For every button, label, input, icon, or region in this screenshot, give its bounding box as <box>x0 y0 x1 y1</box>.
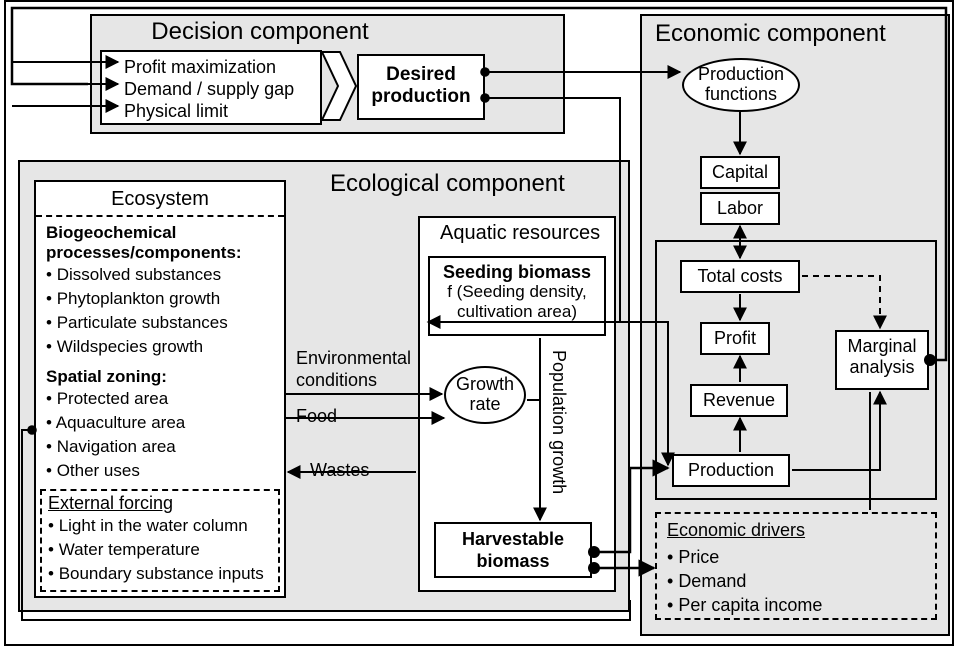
ext-2: Boundary substance inputs <box>48 562 272 586</box>
ecosystem-box: Ecosystem Biogeochemical processes/compo… <box>34 180 286 598</box>
marginal-l1: Marginal <box>845 336 919 357</box>
ecosystem-header: Ecosystem <box>46 188 274 211</box>
prodfunc-l2: functions <box>684 84 798 104</box>
ecological-title: Ecological component <box>330 170 565 198</box>
desired-l2: production <box>359 86 483 108</box>
desired-l1: Desired <box>359 64 483 86</box>
marginal-l2: analysis <box>845 357 919 378</box>
decision-input-1: Demand / supply gap <box>124 78 314 100</box>
external-hdr: External forcing <box>48 493 272 514</box>
bio-0: Dissolved substances <box>46 263 274 287</box>
revenue-box: Revenue <box>690 384 788 417</box>
seeding-l1: Seeding biomass <box>434 262 600 282</box>
bio-3: Wildspecies growth <box>46 335 274 359</box>
spatial-3: Other uses <box>46 459 274 483</box>
desired-production-box: Desired production <box>357 54 485 120</box>
aquatic-title: Aquatic resources <box>440 222 600 245</box>
harvest-l2: biomass <box>436 550 590 572</box>
population-growth-label: Population growth <box>548 350 569 494</box>
production-box: Production <box>672 454 790 487</box>
spatial-0: Protected area <box>46 387 274 411</box>
env-l1: Environmental <box>296 348 411 369</box>
ext-0: Light in the water column <box>48 514 272 538</box>
decision-inputs-box: Profit maximization Demand / supply gap … <box>100 50 322 125</box>
dash-divider <box>36 215 284 217</box>
spatial-1: Aquaculture area <box>46 411 274 435</box>
harvest-l1: Harvestable <box>436 528 590 550</box>
harvestable-biomass-box: Harvestable biomass <box>434 522 592 578</box>
bio-hdr-l2: processes/components: <box>46 243 274 263</box>
drivers-header: Economic drivers <box>667 520 925 541</box>
prodfunc-l1: Production <box>684 64 798 84</box>
external-forcing-box: External forcing Light in the water colu… <box>40 489 280 592</box>
seeding-l2: f (Seeding density, <box>434 282 600 302</box>
bio-1: Phytoplankton growth <box>46 287 274 311</box>
wastes-label: Wastes <box>310 460 369 481</box>
bio-hdr-l1: Biogeochemical <box>46 223 274 243</box>
ext-1: Water temperature <box>48 538 272 562</box>
marginal-box: Marginal analysis <box>835 330 929 390</box>
growth-l2: rate <box>446 394 524 414</box>
labor-box: Labor <box>700 192 780 225</box>
decision-input-0: Profit maximization <box>124 56 314 78</box>
economic-title: Economic component <box>655 20 886 48</box>
driver-1: Demand <box>667 569 925 593</box>
capital-box: Capital <box>700 156 780 189</box>
seeding-l3: cultivation area) <box>434 302 600 322</box>
driver-2: Per capita income <box>667 593 925 617</box>
growth-l1: Growth <box>446 374 524 394</box>
growth-rate-oval: Growth rate <box>444 366 526 424</box>
spacer <box>46 359 274 367</box>
production-functions-oval: Production functions <box>682 58 800 112</box>
decision-title: Decision component <box>151 18 368 46</box>
driver-0: Price <box>667 545 925 569</box>
totalcosts-box: Total costs <box>680 260 800 293</box>
env-l2: conditions <box>296 370 377 391</box>
seeding-biomass-box: Seeding biomass f (Seeding density, cult… <box>428 256 606 336</box>
economic-drivers-box: Economic drivers Price Demand Per capita… <box>655 512 937 620</box>
spatial-hdr: Spatial zoning: <box>46 367 274 387</box>
food-label: Food <box>296 406 337 427</box>
profit-box: Profit <box>700 322 770 355</box>
spatial-2: Navigation area <box>46 435 274 459</box>
bio-2: Particulate substances <box>46 311 274 335</box>
decision-input-2: Physical limit <box>124 100 314 122</box>
